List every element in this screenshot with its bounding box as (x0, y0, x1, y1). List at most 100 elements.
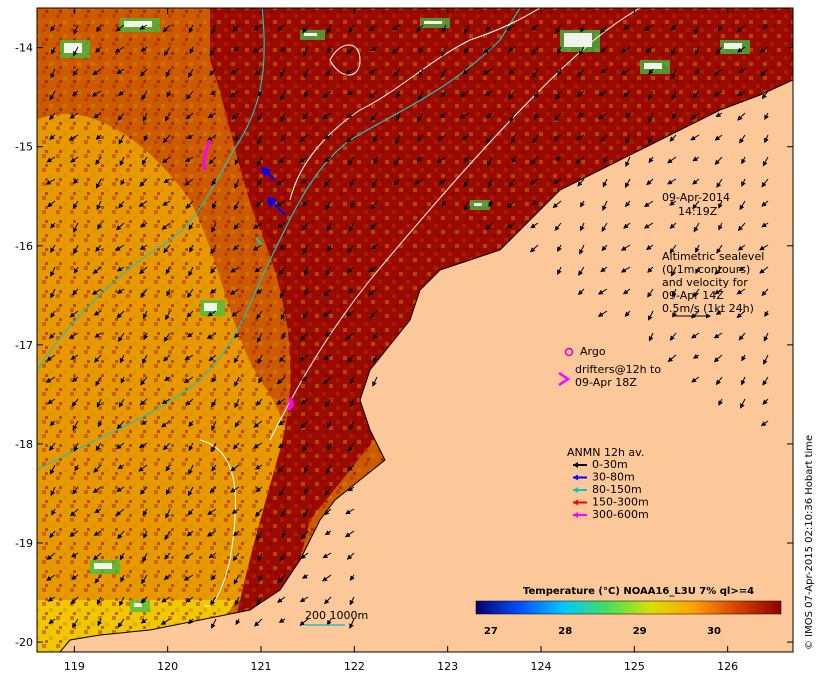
x-tick-labels: 119 120 121 122 123 124 125 126 (64, 660, 738, 673)
velocity-arrow (738, 67, 746, 73)
velocity-arrow (300, 178, 309, 184)
velocity-arrow (72, 376, 79, 382)
velocity-arrow (281, 332, 287, 340)
velocity-arrow (602, 156, 608, 164)
velocity-arrow (301, 376, 309, 382)
drifter-track (202, 139, 212, 171)
velocity-arrow (142, 552, 148, 563)
velocity-arrow (50, 310, 56, 318)
velocity-arrow (49, 530, 56, 539)
velocity-arrow (301, 442, 309, 452)
anmn-legend-label: 0-30m (592, 458, 628, 471)
velocity-arrow (669, 200, 677, 206)
velocity-arrow (208, 552, 217, 559)
velocity-arrow (348, 222, 355, 232)
velocity-arrow (327, 244, 333, 252)
velocity-arrow (50, 244, 56, 253)
velocity-arrow (555, 90, 562, 100)
velocity-arrow (532, 68, 539, 79)
velocity-arrow (92, 288, 102, 295)
velocity-arrow (278, 266, 286, 276)
velocity-arrow (299, 618, 309, 626)
velocity-arrow (646, 244, 654, 250)
velocity-arrow (713, 332, 723, 339)
velocity-arrow (209, 288, 217, 294)
velocity-arrow (622, 90, 631, 98)
velocity-arrow (211, 442, 217, 453)
velocity-arrow (255, 486, 263, 493)
velocity-arrow (139, 244, 148, 250)
velocity-arrow (509, 178, 516, 187)
velocity-arrow (138, 464, 148, 472)
velocity-arrow (322, 552, 332, 559)
anmn-legend-label: 80-150m (592, 483, 642, 496)
velocity-arrow (210, 90, 217, 95)
velocity-arrow (648, 310, 654, 321)
velocity-arrow (232, 24, 240, 32)
velocity-arrow (557, 244, 562, 252)
velocity-arrow (143, 134, 149, 142)
velocity-arrow (253, 24, 263, 31)
velocity-arrow (737, 222, 746, 232)
velocity-arrow (302, 24, 309, 34)
velocity-arrow (280, 46, 286, 53)
velocity-arrow (189, 46, 195, 54)
velocity-arrow (648, 134, 654, 144)
velocity-arrow (370, 46, 378, 51)
velocity-arrow (185, 200, 194, 209)
velocity-arrow (715, 376, 723, 386)
velocity-arrow (279, 68, 286, 78)
velocity-arrow (93, 464, 102, 473)
velocity-arrow (507, 46, 516, 52)
velocity-arrow (714, 266, 723, 275)
velocity-arrow (345, 68, 355, 75)
velocity-arrow (49, 90, 56, 101)
velocity-arrow (690, 310, 700, 319)
velocity-arrow (552, 200, 562, 209)
velocity-arrow (188, 442, 194, 452)
velocity-arrow (50, 68, 56, 79)
velocity-arrow (93, 530, 102, 536)
velocity-arrow (580, 200, 585, 208)
velocity-arrow (508, 90, 516, 100)
velocity-arrow (185, 398, 194, 406)
velocity-arrow (234, 596, 240, 606)
velocity-arrow (298, 156, 309, 163)
velocity-arrow (94, 508, 102, 514)
cloud-patch (644, 63, 662, 69)
velocity-arrow (233, 354, 240, 364)
velocity-arrow (185, 112, 194, 120)
velocity-arrow (235, 618, 241, 626)
velocity-arrow (49, 112, 56, 121)
velocity-arrow (140, 618, 148, 624)
altimetry-line: 0.5m/s (1kt 24h) (662, 302, 754, 315)
velocity-arrow (186, 332, 194, 338)
velocity-arrow (714, 134, 723, 141)
velocity-arrow (396, 112, 401, 121)
velocity-arrow (301, 222, 309, 231)
velocity-arrow (508, 68, 516, 75)
velocity-arrow (280, 134, 286, 142)
anmn-legend-arrowhead-icon (573, 462, 578, 468)
velocity-arrow (325, 266, 332, 276)
velocity-arrow (187, 486, 194, 497)
velocity-arrow (764, 112, 769, 120)
cloud-patches (60, 18, 750, 612)
velocity-arrow (97, 618, 103, 627)
velocity-arrow (211, 420, 217, 431)
velocity-arrow (577, 288, 585, 296)
velocity-arrow (142, 508, 148, 516)
velocity-arrow (115, 508, 125, 516)
anmn-legend-label: 150-300m (592, 496, 649, 509)
anmn-legend-arrowhead-icon (573, 512, 578, 518)
velocity-arrow (119, 354, 125, 364)
velocity-arrow (372, 134, 378, 143)
altimetry-line: (0.1m contours) (662, 263, 750, 276)
velocity-arrow (350, 200, 356, 209)
velocity-arrow (47, 596, 56, 602)
velocity-arrow (464, 200, 470, 211)
velocity-arrow (530, 222, 539, 229)
velocity-arrow (254, 464, 263, 470)
velocity-arrow (49, 464, 56, 475)
velocity-arrow (552, 178, 562, 185)
